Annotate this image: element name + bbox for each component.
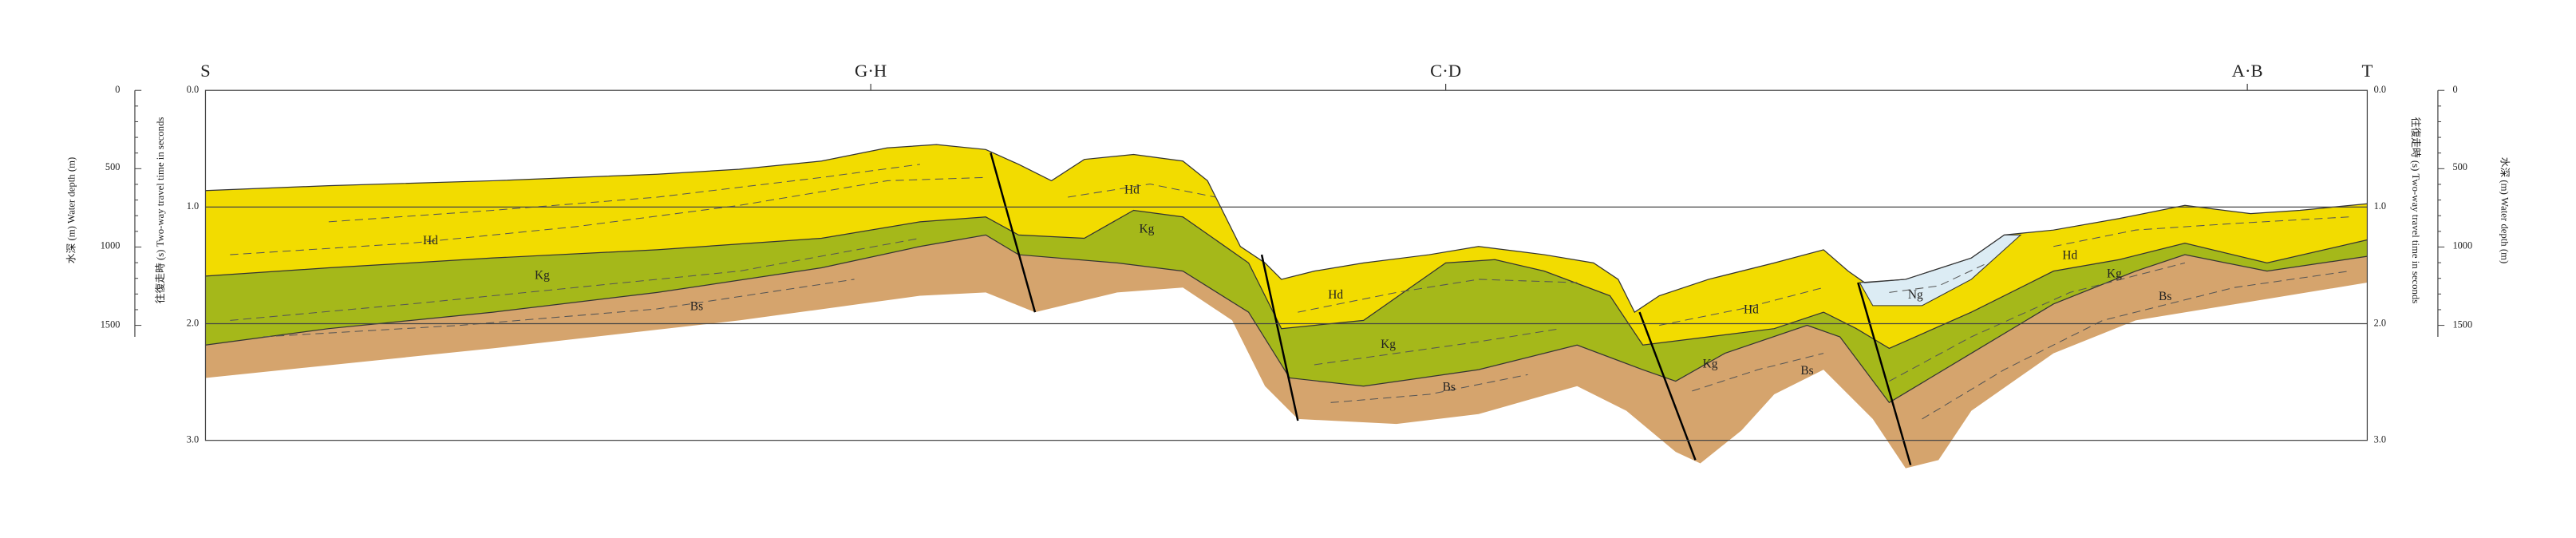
- fault: [1638, 311, 1697, 461]
- station-label: A·B: [2232, 61, 2263, 81]
- station-label: S: [200, 61, 211, 81]
- reflector: [2053, 216, 2349, 247]
- surface-line: [205, 144, 2368, 314]
- unit-label: Bs: [1443, 380, 1456, 394]
- unit-label: Hd: [1124, 183, 1140, 196]
- reflector: [263, 279, 855, 338]
- unit-label: Hd: [1328, 288, 1343, 302]
- fault: [990, 152, 1037, 313]
- reflector: [1692, 353, 1824, 392]
- station-label: T: [2361, 61, 2373, 81]
- reflector: [328, 164, 920, 223]
- unit-label: Bs: [2159, 290, 2171, 303]
- reflector: [230, 237, 920, 321]
- unit-label: Kg: [2107, 267, 2122, 280]
- unit-label: Hd: [1744, 303, 1759, 317]
- unit-label: Hd: [2062, 249, 2077, 263]
- depth-tick-label: 1500: [101, 318, 121, 330]
- unit-label: Hd: [423, 234, 438, 247]
- depth-tick-label: 1500: [2452, 318, 2472, 330]
- time-tick-label: 3.0: [2374, 433, 2386, 445]
- unit-label: Bs: [690, 299, 703, 313]
- time-tick-label: 1.0: [187, 200, 199, 212]
- reflector: [1889, 262, 2186, 382]
- time-tick-label: 0.0: [2374, 84, 2386, 95]
- station-label: G·H: [855, 61, 887, 81]
- time-tick-label: 0.0: [187, 84, 199, 95]
- time-axis-title: 往復走時 (s) Two-way travel time in seconds: [154, 117, 166, 304]
- reflector: [1314, 328, 1561, 366]
- hd-base-line: [205, 209, 2368, 350]
- unit-label: Bs: [1800, 364, 1813, 378]
- reflector: [1659, 287, 1824, 326]
- unit-label: Kg: [1381, 338, 1396, 351]
- depth-axis-title: 水深 (m) Water depth (m): [2499, 157, 2510, 264]
- reflector: [1330, 374, 1528, 403]
- depth-tick-label: 500: [105, 161, 121, 172]
- fault: [1857, 282, 1912, 465]
- reflector: [1068, 184, 1216, 198]
- depth-tick-label: 1000: [101, 240, 121, 251]
- reflector: [230, 176, 986, 255]
- fault: [1260, 254, 1299, 421]
- depth-tick-label: 500: [2452, 161, 2467, 172]
- time-tick-label: 2.0: [2374, 317, 2386, 328]
- depth-tick-label: 0: [115, 84, 120, 95]
- depth-tick-label: 0: [2452, 84, 2457, 95]
- time-tick-label: 2.0: [187, 317, 199, 328]
- reflector: [1889, 262, 1989, 293]
- time-tick-label: 3.0: [187, 433, 199, 445]
- unit-label: Kg: [535, 268, 550, 282]
- unit-label: Ng: [1908, 288, 1923, 302]
- station-label: C·D: [1430, 61, 1461, 81]
- time-tick-label: 1.0: [2374, 200, 2386, 212]
- frame: [204, 89, 2369, 441]
- unit-label: Kg: [1140, 223, 1155, 236]
- depth-minor-ticks: [134, 89, 2445, 326]
- depth-tick-label: 1000: [2452, 240, 2472, 251]
- time-axis-title: 往復走時 (s) Two-way travel time in seconds: [2410, 117, 2422, 304]
- depth-axis-title: 水深 (m) Water depth (m): [66, 157, 77, 264]
- kg-base-line: [205, 234, 2368, 404]
- hd-layer: [205, 144, 2368, 349]
- unit-label: Kg: [1703, 358, 1718, 371]
